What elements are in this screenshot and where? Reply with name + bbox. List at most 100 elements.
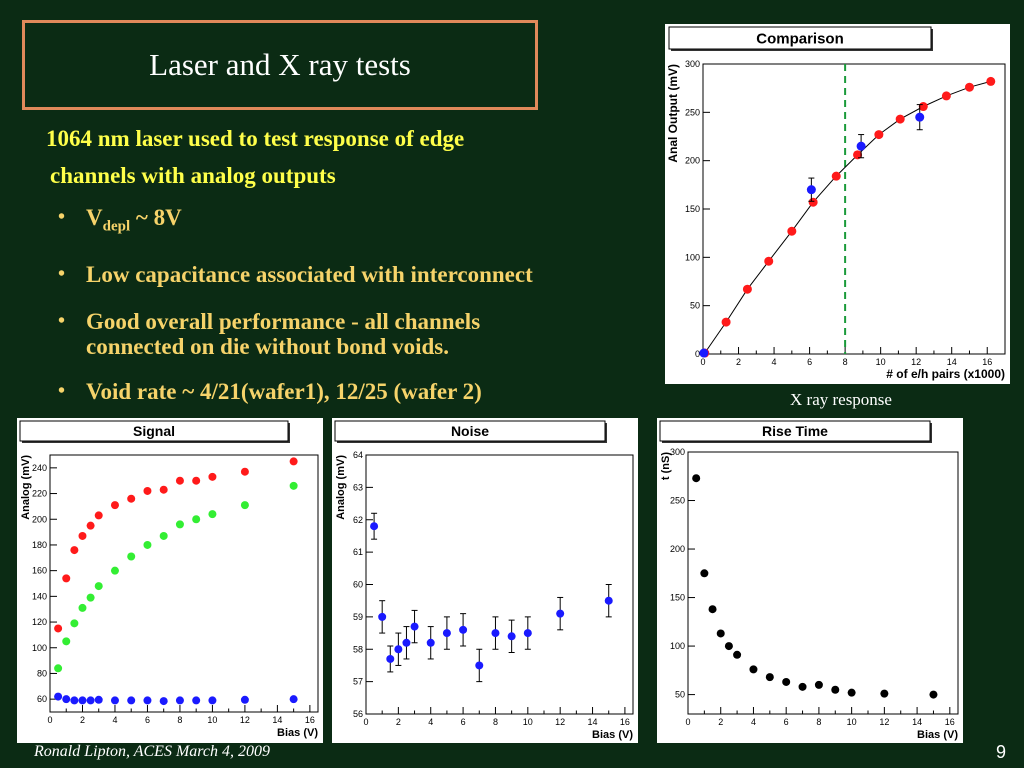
x-tick-label: 4 — [112, 715, 117, 725]
x-tick-label: 6 — [807, 357, 812, 367]
data-point — [700, 569, 709, 578]
data-point — [208, 510, 217, 519]
x-tick-label: 0 — [700, 357, 705, 367]
x-tick-label: 16 — [945, 717, 955, 727]
data-point — [192, 696, 201, 705]
plot-frame — [49, 454, 319, 713]
data-point — [240, 695, 249, 704]
intro-text: 1064 nm laser used to test response of e… — [46, 120, 586, 194]
y-tick-label: 140 — [32, 591, 47, 601]
x-axis-label: Bias (V) — [277, 727, 318, 739]
data-point — [192, 515, 201, 524]
data-point — [764, 256, 774, 266]
y-tick-label: 58 — [353, 644, 363, 654]
xray-caption: X ray response — [790, 390, 892, 409]
bullet-performance-line-1: Good overall performance - all channels — [86, 308, 481, 334]
y-tick-label: 160 — [32, 566, 47, 576]
bullet-void-rate-text: Void rate ~ 4/21(wafer1), 12/25 (wafer 2… — [86, 378, 482, 404]
data-point — [386, 654, 395, 663]
risetime-chart-panel: Rise Time 0 2 4 6 8 10 12 14 16 50 100 150 200 250 300 B… — [657, 418, 963, 743]
y-tick-label: 60 — [37, 694, 47, 704]
data-point — [62, 637, 71, 646]
data-point — [143, 486, 152, 495]
x-tick-label: 14 — [947, 357, 957, 367]
data-point — [54, 664, 63, 673]
data-point — [86, 696, 95, 705]
data-point — [159, 697, 168, 706]
data-point — [94, 582, 103, 591]
data-point — [175, 696, 184, 705]
data-point — [874, 130, 884, 140]
bullet-symbol: • — [58, 262, 66, 285]
y-axis-label: Analog (mV) — [335, 455, 347, 520]
data-point — [856, 141, 866, 151]
y-tick-label: 300 — [670, 447, 685, 457]
data-point — [70, 546, 79, 555]
bullet-capacitance-text: Low capacitance associated with intercon… — [86, 261, 533, 287]
chart-title: Noise — [451, 423, 489, 439]
y-tick-label: 63 — [353, 482, 363, 492]
x-tick-label: 0 — [47, 715, 52, 725]
data-point — [240, 501, 249, 510]
data-point — [410, 622, 419, 631]
data-point — [733, 650, 742, 659]
x-tick-label: 4 — [428, 717, 433, 727]
data-point — [78, 696, 87, 705]
title-box: Laser and X ray tests — [22, 20, 538, 110]
data-point — [402, 638, 411, 647]
x-tick-label: 8 — [177, 715, 182, 725]
data-point — [78, 531, 87, 540]
data-point — [782, 677, 791, 686]
y-tick-label: 150 — [685, 204, 700, 214]
data-point — [110, 501, 119, 510]
y-tick-label: 50 — [690, 301, 700, 311]
y-tick-label: 59 — [353, 612, 363, 622]
x-tick-label: 16 — [982, 357, 992, 367]
x-tick-label: 10 — [523, 717, 533, 727]
bullet-symbol: • — [58, 309, 66, 332]
x-tick-label: 12 — [879, 717, 889, 727]
data-point — [814, 680, 823, 689]
y-tick-label: 61 — [353, 547, 363, 557]
x-tick-label: 10 — [847, 717, 857, 727]
data-point — [556, 609, 565, 618]
y-tick-label: 56 — [353, 709, 363, 719]
data-point — [78, 603, 87, 612]
data-point — [765, 673, 774, 682]
data-point — [724, 642, 733, 651]
data-point — [378, 612, 387, 621]
data-point — [70, 619, 79, 628]
data-point — [941, 91, 951, 101]
bullet-performance-line-2: connected on die without bond voids. — [86, 333, 449, 359]
signal-chart: Signal 0 2 4 6 8 10 12 14 16 60 80 100 120 140 160 180 20… — [19, 420, 319, 739]
noise-chart: Noise 0 2 4 6 8 10 12 14 16 56 57 58 59 60 61 62 63 64 Bias… — [334, 420, 634, 741]
comparison-chart: Comparison 0 2 4 6 8 10 12 14 16 0 50 100 150 200 250 30… — [666, 26, 1006, 381]
data-point — [127, 494, 136, 503]
page-number: 9 — [996, 742, 1007, 762]
data-point — [143, 540, 152, 549]
x-tick-label: 14 — [272, 715, 282, 725]
data-point — [370, 522, 379, 531]
x-tick-label: 16 — [305, 715, 315, 725]
x-tick-label: 12 — [911, 357, 921, 367]
data-point — [94, 511, 103, 520]
bullet-vdepl: • Vdepl ~ 8V — [58, 205, 658, 240]
y-tick-label: 200 — [32, 514, 47, 524]
data-point — [831, 171, 841, 181]
data-point — [159, 485, 168, 494]
data-point — [459, 625, 468, 634]
bullet-capacitance: • Low capacitance associated with interc… — [58, 262, 658, 287]
x-tick-label: 2 — [736, 357, 741, 367]
y-tick-label: 180 — [32, 540, 47, 550]
y-tick-label: 250 — [670, 496, 685, 506]
data-point — [54, 624, 63, 633]
y-tick-label: 300 — [685, 59, 700, 69]
data-point — [507, 632, 516, 641]
x-tick-label: 0 — [685, 717, 690, 727]
slide-title: Laser and X ray tests — [149, 47, 411, 82]
x-axis-label: # of e/h pairs (x1000) — [886, 367, 1005, 381]
x-tick-label: 6 — [145, 715, 150, 725]
y-tick-label: 200 — [670, 544, 685, 554]
bullet-vdepl-main: V — [86, 205, 103, 230]
y-tick-label: 80 — [37, 668, 47, 678]
